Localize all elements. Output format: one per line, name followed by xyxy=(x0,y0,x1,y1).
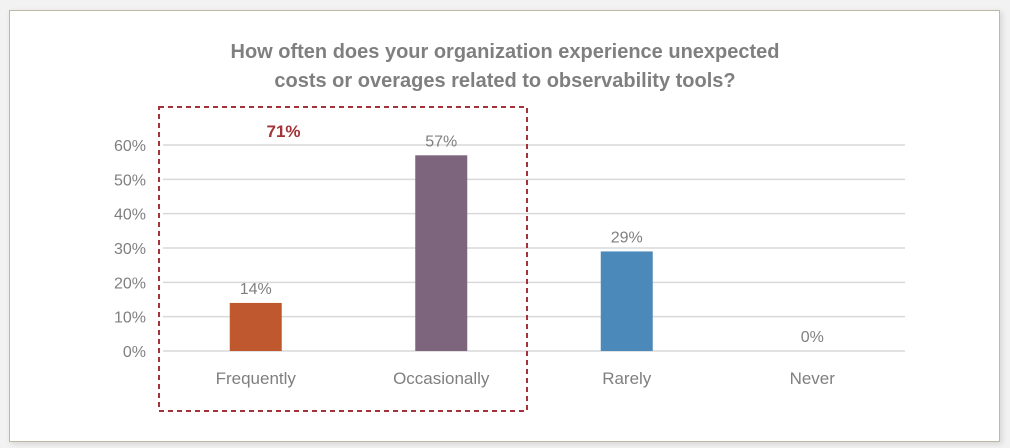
bar-rarely xyxy=(600,251,653,351)
annotation-total-label: 71% xyxy=(266,122,300,141)
bar-frequently xyxy=(229,302,282,351)
y-tick-label: 20% xyxy=(114,275,146,292)
data-label: 29% xyxy=(611,229,643,246)
x-category-label: Frequently xyxy=(216,369,297,388)
annotation-dashed-box xyxy=(158,106,528,412)
bar-occasionally xyxy=(415,155,468,351)
y-tick-label: 30% xyxy=(114,241,146,258)
data-label: 14% xyxy=(240,281,272,298)
y-tick-label: 60% xyxy=(114,138,146,155)
y-tick-label: 10% xyxy=(114,310,146,327)
data-label: 57% xyxy=(425,133,457,150)
y-tick-label: 40% xyxy=(114,207,146,224)
chart-title: How often does your organization experie… xyxy=(0,38,1010,96)
x-category-label: Rarely xyxy=(602,369,652,388)
x-category-label: Never xyxy=(790,369,836,388)
y-tick-label: 50% xyxy=(114,172,146,189)
chart-frame xyxy=(9,10,1000,442)
chart-title-line-1: How often does your organization experie… xyxy=(230,41,780,63)
data-label: 0% xyxy=(801,329,824,346)
y-tick-label: 0% xyxy=(123,344,146,361)
x-category-label: Occasionally xyxy=(393,369,490,388)
chart-title-line-2: costs or overages related to observabili… xyxy=(274,70,736,92)
